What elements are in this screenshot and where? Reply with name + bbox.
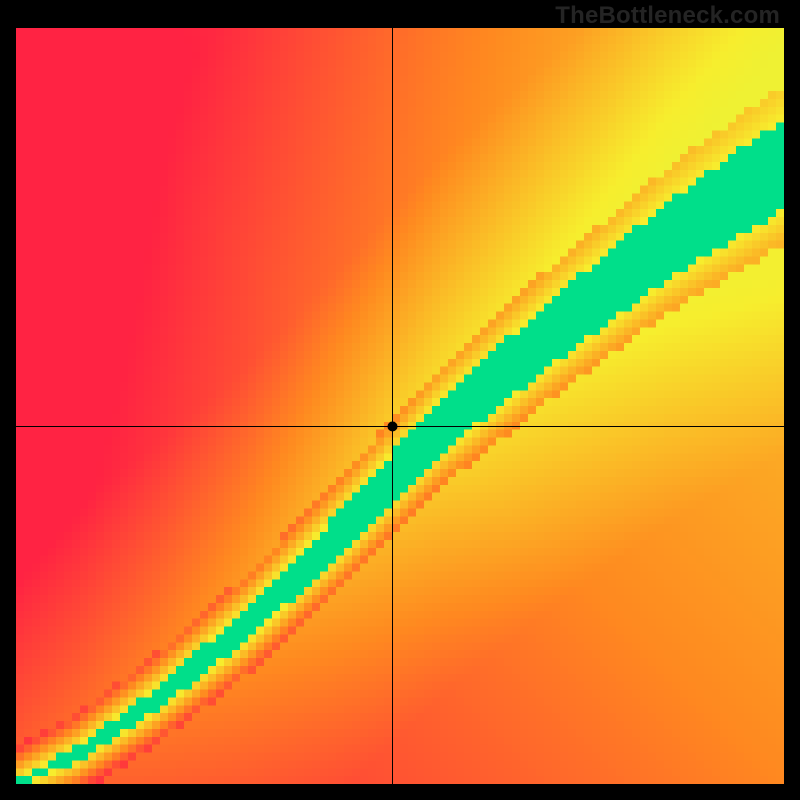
heatmap-plot: [16, 28, 784, 784]
watermark-text: TheBottleneck.com: [555, 2, 780, 30]
crosshair-point-canvas: [16, 28, 784, 784]
